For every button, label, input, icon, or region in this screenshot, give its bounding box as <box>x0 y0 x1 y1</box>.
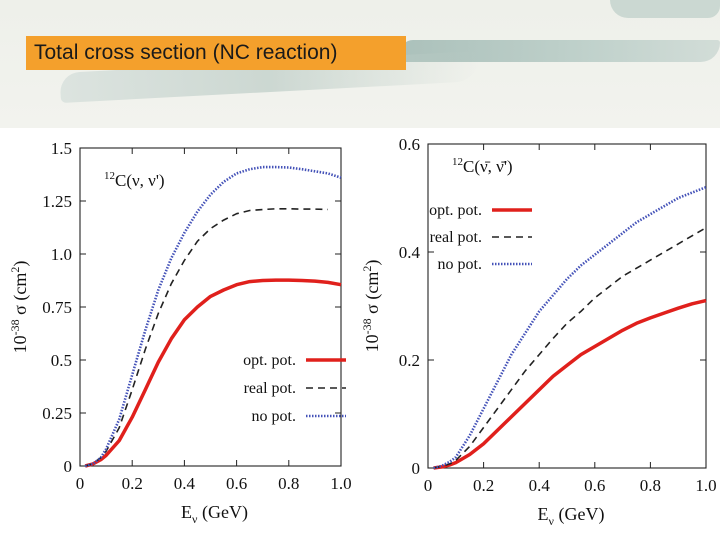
series-line-solid <box>84 278 342 468</box>
plot-frame <box>427 143 707 469</box>
series-line-dashed <box>84 208 328 467</box>
y-axis-label-part: 10 <box>10 335 30 353</box>
x-tick-label: 0.8 <box>640 476 661 495</box>
y-axis-label: 10-38 σ (cm2) <box>360 260 383 353</box>
x-axis-label-subscript: ν <box>192 512 198 526</box>
y-tick-label: 0 <box>64 457 73 476</box>
x-axis-label-subscript: ν <box>549 514 555 528</box>
reaction-label: 12C(ν̄, ν̄') <box>452 156 513 176</box>
x-axis-label: Eν (GeV) <box>181 502 248 526</box>
y-axis-label-part: ) <box>10 261 31 267</box>
y-tick-label: 0.4 <box>399 243 421 262</box>
x-tick-label: 0.2 <box>473 476 494 495</box>
y-tick-label: 0.5 <box>51 351 72 370</box>
x-tick-label: 0.2 <box>122 474 143 493</box>
legend-label: real pot. <box>244 380 296 397</box>
y-tick-label: 0 <box>412 459 421 478</box>
legend-label: real pot. <box>430 229 482 246</box>
x-axis-label-symbol: E <box>181 502 192 522</box>
x-axis-label-unit: (GeV) <box>554 504 604 525</box>
x-tick-label: 0.8 <box>278 474 299 493</box>
series-line-solid <box>433 298 707 470</box>
x-axis-label-unit: (GeV) <box>197 502 247 523</box>
banner-brush-stroke <box>400 40 720 62</box>
y-axis-label: 10-38 σ (cm2) <box>8 261 31 354</box>
series-line-dotted <box>433 185 707 470</box>
y-tick-label: 0.2 <box>399 351 420 370</box>
series-line-dashed <box>433 227 707 469</box>
x-axis-label-symbol: E <box>538 504 549 524</box>
legend-label: opt. pot. <box>429 202 482 219</box>
y-tick-label: 1.5 <box>51 139 72 158</box>
slide-title: Total cross section (NC reaction) <box>26 36 406 70</box>
y-axis-label-part: 10 <box>362 334 382 352</box>
reaction-label-main: C(ν̄, ν̄') <box>463 157 513 176</box>
x-tick-label: 0.4 <box>529 476 551 495</box>
x-tick-label: 1.0 <box>330 474 351 493</box>
reaction-label-main: C(ν, ν') <box>115 171 165 190</box>
y-axis-label-part: ) <box>362 260 383 266</box>
y-axis-label-part: σ (cm <box>10 273 31 320</box>
reaction-label: 12C(ν, ν') <box>104 170 165 190</box>
y-axis-label-part: -38 <box>8 319 22 335</box>
banner-brush-stroke <box>610 0 720 18</box>
chart-right: 0 0.2 0.4 0.6 0.8 1.0 0 0.2 0.4 0.6 opt. pot. real … <box>360 135 717 528</box>
y-tick-label: 1.0 <box>51 245 72 264</box>
x-tick-label: 0.6 <box>226 474 247 493</box>
series-line-dotted <box>84 165 342 468</box>
chart-left: 0 0.2 0.4 0.6 0.8 1.0 0 0.25 0.5 0.75 1.0 1.25 1.5 op… <box>8 139 352 526</box>
legend-label: no pot. <box>252 408 296 425</box>
x-tick-label: 0.4 <box>174 474 196 493</box>
reaction-label-mass: 12 <box>452 156 463 168</box>
x-axis-label: Eν (GeV) <box>538 504 605 528</box>
y-tick-label: 1.25 <box>42 192 72 211</box>
y-tick-label: 0.6 <box>399 135 420 154</box>
legend-label: no pot. <box>438 256 482 273</box>
y-tick-label: 0.75 <box>42 298 72 317</box>
y-axis-label-part: -38 <box>360 318 374 334</box>
x-tick-label: 0.6 <box>584 476 605 495</box>
y-axis-label-part: 2 <box>8 267 22 273</box>
x-tick-label: 1.0 <box>695 476 716 495</box>
reaction-label-mass: 12 <box>104 170 115 182</box>
y-tick-label: 0.25 <box>42 404 72 423</box>
y-axis-label-part: σ (cm <box>362 272 383 319</box>
y-axis-label-part: 2 <box>360 266 374 272</box>
legend-label: opt. pot. <box>243 352 296 369</box>
x-tick-label: 0 <box>424 476 433 495</box>
x-tick-label: 0 <box>76 474 85 493</box>
